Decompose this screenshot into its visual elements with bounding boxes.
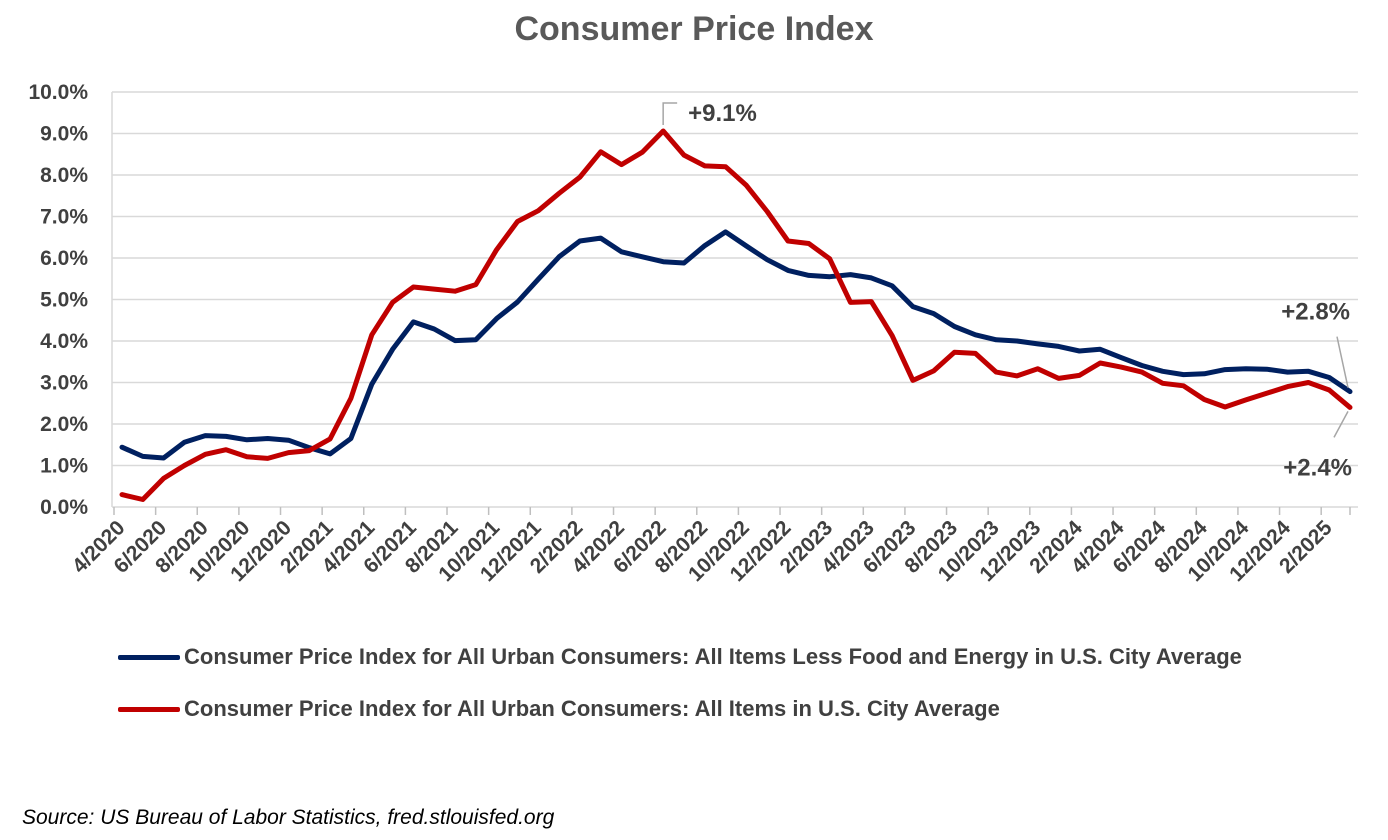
legend-swatch-core-cpi <box>118 654 180 660</box>
legend-label-core-cpi: Consumer Price Index for All Urban Consu… <box>184 644 1242 669</box>
annotation-leader <box>1333 411 1349 438</box>
annotations: +9.1% +2.8% +2.4% <box>662 100 1352 481</box>
y-tick-label: 0.0% <box>40 496 88 519</box>
annotation-label: +2.8% <box>1281 299 1350 326</box>
series-line-all-items-cpi <box>119 128 1353 502</box>
annotation-leader <box>1336 336 1349 388</box>
y-tick-label: 3.0% <box>40 372 88 395</box>
legend-label-all-items-cpi: Consumer Price Index for All Urban Consu… <box>184 696 1000 721</box>
chart-title: Consumer Price Index <box>514 10 874 48</box>
source-note: Source: US Bureau of Labor Statistics, f… <box>22 806 555 829</box>
annotation-label: +9.1% <box>688 100 757 127</box>
series-lines <box>119 128 1353 502</box>
y-tick-label: 1.0% <box>40 455 88 478</box>
y-tick-label: 7.0% <box>40 206 88 229</box>
series-line-core-cpi <box>119 229 1353 461</box>
legend-item-core-cpi: Consumer Price Index for All Urban Consu… <box>118 644 1242 670</box>
y-tick-label: 6.0% <box>40 247 88 270</box>
chart-plot: 0.0% 1.0% 2.0% 3.0% 4.0% 5.0% 6.0% 7.0% 8.0% 9.0%… <box>28 81 1358 586</box>
y-tick-label: 8.0% <box>40 164 88 187</box>
annotation-label: +2.4% <box>1283 454 1352 481</box>
y-tick-label: 2.0% <box>40 413 88 436</box>
y-tick-label: 10.0% <box>28 81 88 104</box>
legend-swatch-all-items-cpi <box>118 706 180 712</box>
y-tick-label: 9.0% <box>40 123 88 146</box>
y-axis-ticks: 0.0% 1.0% 2.0% 3.0% 4.0% 5.0% 6.0% 7.0% 8.0% 9.0%… <box>28 81 88 519</box>
y-tick-label: 4.0% <box>40 330 88 353</box>
legend-item-all-items-cpi: Consumer Price Index for All Urban Consu… <box>118 696 1000 722</box>
y-tick-label: 5.0% <box>40 289 88 312</box>
x-axis-ticks: 4/20206/20208/202010/202012/20202/20214/… <box>68 516 1337 586</box>
gridlines <box>112 91 1358 467</box>
axes <box>111 92 1358 515</box>
annotation-leader <box>662 102 678 126</box>
